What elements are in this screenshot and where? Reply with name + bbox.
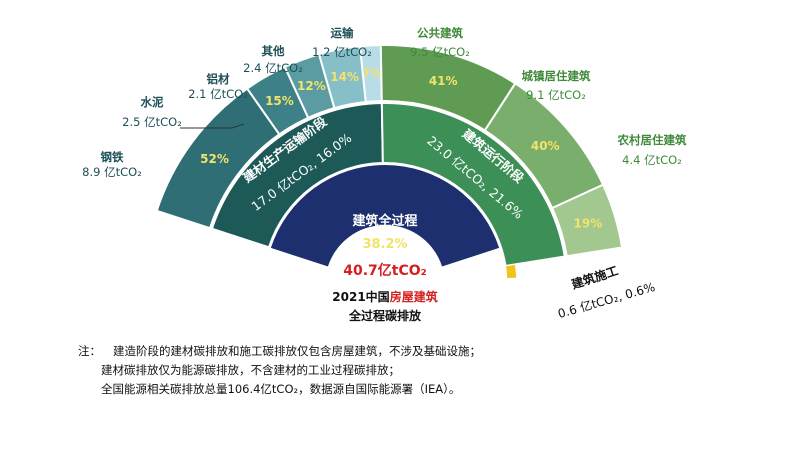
outer-ring: 52% 15%12% 14% 7% 41% 40% 19% (155, 44, 624, 258)
segment-name-5: 公共建筑 (417, 26, 463, 40)
outer-wedge-pct-3: 14% (330, 70, 359, 84)
center-cutout (327, 225, 443, 285)
outer-wedge-pct-5: 41% (429, 74, 458, 88)
note-line-1: 建造阶段的建材碳排放和施工碳排放仅包含房屋建筑，不涉及基础设施； (113, 344, 481, 358)
outer-wedge-pct-4: 7% (362, 66, 382, 80)
center-wedge (270, 165, 500, 285)
note-line-3: 全国能源相关碳排放总量106.4亿tCO₂，数据源自国际能源署（IEA）。 (101, 382, 461, 396)
segment-value-6: 9.1 亿tCO₂ (526, 88, 586, 102)
center-share: 38.2% (362, 237, 407, 252)
leader-line-tail (231, 123, 245, 129)
segment-value-4: 1.2 亿tCO₂ (312, 45, 372, 59)
outer-wedge-pct-2: 12% (297, 79, 326, 93)
caption-highlight-part: 房屋建筑 (390, 289, 438, 304)
segment-name-6: 城镇居住建筑 (522, 69, 591, 83)
outer-wedge-pct-1: 15% (265, 94, 294, 108)
outer-wedge-pct-6: 40% (531, 139, 560, 153)
segment-name-3: 其他 (262, 44, 285, 58)
segment-name-0: 钢铁 (101, 150, 124, 164)
segment-value-1: 2.5 亿tCO₂ (122, 115, 182, 129)
center-caption-line1: 2021中国房屋建筑 (332, 289, 437, 304)
segment-value-7: 4.4 亿tCO₂ (622, 153, 682, 167)
segment-name-2: 铝材 (207, 72, 230, 86)
outer-wedge-pct-7: 19% (574, 217, 603, 231)
center-label: 建筑全过程 (352, 213, 417, 229)
center-total: 40.7亿tCO₂ (343, 262, 427, 279)
outer-wedge-7 (550, 183, 624, 258)
segment-name-7: 农村居住建筑 (617, 133, 687, 147)
segment-value-0: 8.9 亿tCO₂ (82, 165, 142, 179)
segment-value-5: 9.5 亿tCO₂ (410, 45, 470, 59)
stage-name-2: 建筑施工 (569, 263, 620, 292)
note-prefix: 注： (78, 344, 101, 358)
outer-wedge-pct-0: 52% (200, 152, 229, 166)
stage-wedge-1 (380, 102, 566, 268)
segment-value-3: 2.4 亿tCO₂ (243, 61, 303, 75)
caption-year-part: 2021中国 (332, 289, 389, 304)
segment-value-2: 2.1 亿tCO₂ (188, 87, 248, 101)
stage-wedge-2 (504, 263, 518, 280)
center-caption-line2: 全过程碳排放 (348, 308, 422, 323)
note-line-2: 建材碳排放仅为能源碳排放，不含建材的工业过程碳排放； (101, 363, 400, 377)
segment-name-1: 水泥 (141, 95, 164, 109)
segment-name-4: 运输 (331, 26, 354, 40)
